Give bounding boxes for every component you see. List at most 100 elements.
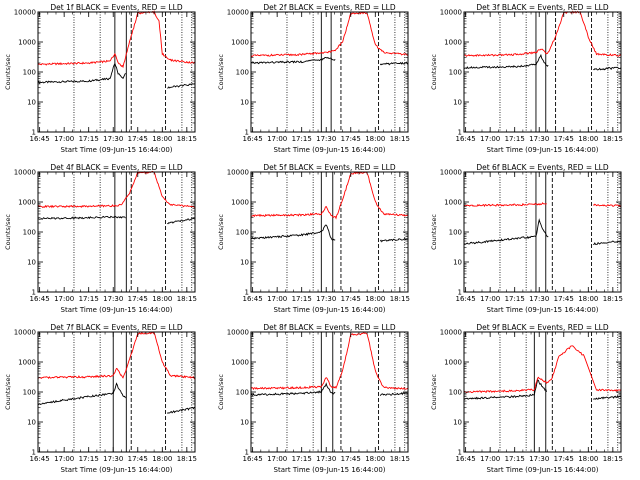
- plot-frame: [463, 171, 622, 293]
- x-tick-label: 17:45: [341, 135, 361, 143]
- x-tick-label: 17:15: [292, 455, 312, 463]
- x-tick-label: 18:00: [152, 295, 172, 303]
- y-tick-label: 1: [458, 129, 462, 137]
- y-tick-label: 100: [23, 69, 36, 77]
- x-tick-label: 17:15: [292, 295, 312, 303]
- y-tick-label: 10000: [14, 329, 36, 337]
- y-tick-label: 100: [23, 229, 36, 237]
- series-line-events: [37, 382, 196, 414]
- y-tick-label: 100: [449, 229, 462, 237]
- chart-title: Det 3f BLACK = Events, RED = LLD: [476, 3, 609, 12]
- y-tick-label: 100: [236, 229, 249, 237]
- y-tick-label: 100: [236, 69, 249, 77]
- y-tick-label: 100: [236, 389, 249, 397]
- series-line-events: [463, 379, 622, 400]
- chart-svg: Det 3f BLACK = Events, RED = LLD Counts/s…: [430, 3, 623, 154]
- x-tick-label: 17:45: [554, 295, 574, 303]
- x-tick-label: 18:15: [603, 295, 623, 303]
- chart-panel-2: Det 2f BLACK = Events, RED = LLD Counts/s…: [213, 0, 426, 160]
- y-tick-label: 10000: [440, 9, 462, 17]
- x-tick-label: 18:00: [152, 455, 172, 463]
- y-tick-label: 1: [32, 129, 36, 137]
- x-tick-label: 17:45: [554, 455, 574, 463]
- y-tick-label: 10: [453, 99, 462, 107]
- chart-svg: Det 4f BLACK = Events, RED = LLD Counts/s…: [4, 163, 197, 314]
- x-tick-label: 16:45: [456, 455, 476, 463]
- x-tick-label: 17:30: [316, 295, 336, 303]
- y-tick-label: 10: [27, 419, 36, 427]
- y-tick-label: 100: [449, 389, 462, 397]
- chart-svg: Det 1f BLACK = Events, RED = LLD Counts/s…: [4, 3, 197, 154]
- x-tick-label: 17:30: [316, 455, 336, 463]
- series-line-events: [463, 53, 622, 71]
- y-tick-label: 1000: [231, 359, 249, 367]
- x-tick-label: 16:45: [30, 455, 50, 463]
- y-tick-label: 10: [453, 259, 462, 267]
- y-tick-label: 1: [458, 449, 462, 457]
- series-line-lld: [463, 202, 622, 208]
- x-axis-label: Start Time (09-Jun-15 16:44:00): [274, 306, 386, 314]
- x-tick-label: 17:30: [103, 295, 123, 303]
- x-tick-label: 17:15: [79, 455, 99, 463]
- x-tick-label: 17:00: [267, 455, 287, 463]
- chart-title: Det 5f BLACK = Events, RED = LLD: [263, 163, 396, 172]
- x-tick-label: 16:45: [30, 295, 50, 303]
- y-tick-label: 10000: [440, 329, 462, 337]
- y-axis-label: Counts/sec: [217, 214, 225, 250]
- x-tick-label: 16:45: [243, 295, 263, 303]
- x-tick-label: 17:15: [505, 455, 525, 463]
- chart-title: Det 2f BLACK = Events, RED = LLD: [263, 3, 396, 12]
- series-line-lld: [37, 170, 196, 209]
- series-line-lld: [463, 345, 622, 394]
- x-tick-label: 17:15: [505, 135, 525, 143]
- y-tick-label: 1000: [18, 359, 36, 367]
- y-tick-label: 1000: [444, 199, 462, 207]
- x-axis-label: Start Time (09-Jun-15 16:44:00): [274, 146, 386, 154]
- x-tick-label: 18:15: [603, 135, 623, 143]
- y-tick-label: 1: [458, 289, 462, 297]
- y-tick-label: 10: [27, 99, 36, 107]
- chart-svg: Det 7f BLACK = Events, RED = LLD Counts/s…: [4, 323, 197, 474]
- x-tick-label: 17:15: [79, 135, 99, 143]
- x-axis-label: Start Time (09-Jun-15 16:44:00): [487, 146, 599, 154]
- chart-svg: Det 2f BLACK = Events, RED = LLD Counts/s…: [217, 3, 410, 154]
- y-tick-label: 100: [23, 389, 36, 397]
- x-tick-label: 18:15: [177, 455, 197, 463]
- x-tick-label: 18:15: [390, 455, 410, 463]
- chart-title: Det 8f BLACK = Events, RED = LLD: [263, 323, 396, 332]
- x-axis-label: Start Time (09-Jun-15 16:44:00): [61, 306, 173, 314]
- y-tick-label: 1000: [231, 39, 249, 47]
- x-tick-label: 16:45: [456, 295, 476, 303]
- y-tick-label: 10000: [227, 9, 249, 17]
- series-line-lld: [463, 10, 622, 57]
- y-tick-label: 1000: [18, 199, 36, 207]
- series-line-lld: [251, 171, 409, 220]
- y-tick-label: 10: [240, 419, 249, 427]
- y-axis-label: Counts/sec: [4, 374, 12, 410]
- y-tick-label: 10000: [227, 329, 249, 337]
- y-axis-label: Counts/sec: [430, 54, 438, 90]
- series-line-events: [38, 215, 196, 225]
- x-tick-label: 17:15: [505, 295, 525, 303]
- x-tick-label: 17:45: [554, 135, 574, 143]
- plot-frame: [463, 11, 622, 133]
- y-axis-label: Counts/sec: [430, 374, 438, 410]
- x-tick-label: 17:30: [529, 455, 549, 463]
- x-tick-label: 17:30: [529, 295, 549, 303]
- x-tick-label: 17:00: [480, 455, 500, 463]
- x-axis-label: Start Time (09-Jun-15 16:44:00): [487, 466, 599, 474]
- x-tick-label: 17:00: [480, 295, 500, 303]
- chart-panel-7: Det 7f BLACK = Events, RED = LLD Counts/s…: [0, 320, 213, 480]
- x-tick-label: 17:45: [128, 135, 148, 143]
- x-tick-label: 17:00: [267, 295, 287, 303]
- x-tick-label: 17:00: [54, 455, 74, 463]
- x-tick-label: 17:45: [128, 455, 148, 463]
- x-axis-label: Start Time (09-Jun-15 16:44:00): [274, 466, 386, 474]
- x-tick-label: 17:30: [103, 455, 123, 463]
- x-tick-label: 18:00: [578, 295, 598, 303]
- series-line-events: [250, 56, 409, 66]
- y-tick-label: 1000: [18, 39, 36, 47]
- y-tick-label: 10: [240, 99, 249, 107]
- chart-panel-5: Det 5f BLACK = Events, RED = LLD Counts/s…: [213, 160, 426, 320]
- chart-title: Det 6f BLACK = Events, RED = LLD: [476, 163, 609, 172]
